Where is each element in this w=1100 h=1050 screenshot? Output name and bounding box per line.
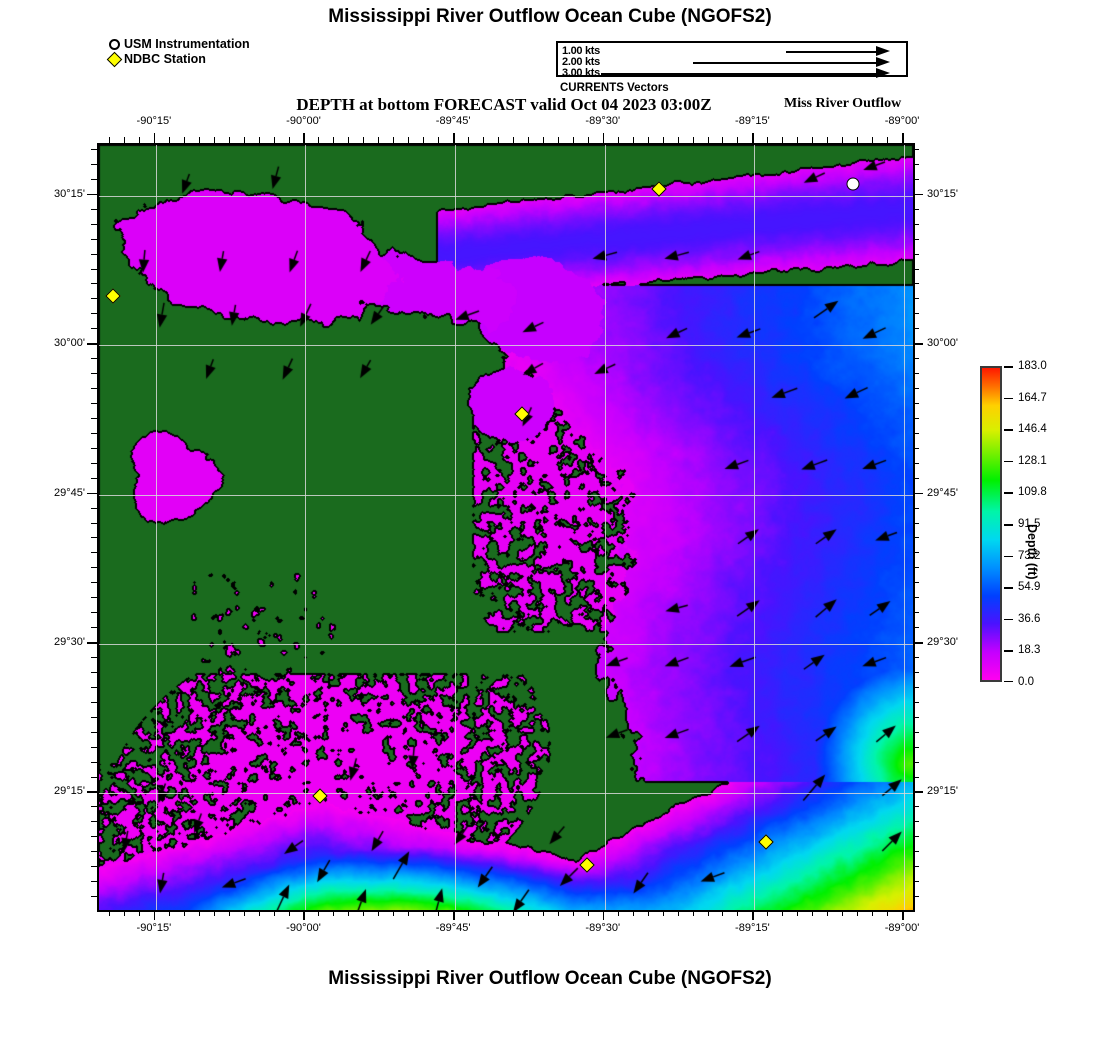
legend-label-ndbc: NDBC Station	[124, 52, 206, 66]
legend-label-usm: USM Instrumentation	[124, 37, 250, 51]
outflow-label: Miss River Outflow	[784, 96, 902, 111]
colorbar-tick-5	[1004, 524, 1013, 526]
colorbar-tick-label-7: 54.9	[1018, 581, 1041, 594]
colorbar-tick-label-0: 183.0	[1018, 360, 1047, 372]
station-legend: USM Instrumentation NDBC Station	[106, 37, 250, 68]
vector-key-line-2	[693, 62, 878, 64]
graticule-meridian-5	[904, 145, 905, 910]
lon-label-bottom-4: -89°15'	[735, 922, 770, 934]
bottom-caption: Mississippi River Outflow Ocean Cube (NG…	[328, 968, 772, 989]
colorbar-tick-8	[1004, 618, 1013, 621]
lon-label-top-4: -89°15'	[735, 115, 770, 127]
lon-label-top-0: -90°15'	[136, 115, 172, 127]
colorbar-tick-7	[1004, 587, 1013, 589]
colorbar-tick-label-10: 0.0	[1018, 676, 1034, 688]
colorbar-tick-label-3: 128.1	[1018, 454, 1047, 467]
colorbar-tick-1	[1004, 397, 1013, 400]
vector-key-row-1: 1.00 kts	[558, 45, 906, 58]
vector-key-row-3: 3.00 kts	[558, 67, 906, 80]
graticule-parallel-3	[99, 644, 913, 645]
colorbar-tick-9	[1004, 650, 1013, 652]
vector-key-label-1: 1.00 kts	[562, 45, 600, 57]
currents-vectors-caption: CURRENTS Vectors	[560, 82, 669, 94]
currents-vector-key: 1.00 kts 2.00 kts 3.00 kts	[556, 41, 908, 80]
depth-map-canvas	[99, 145, 913, 910]
colorbar-tick-label-5: 91.5	[1018, 518, 1041, 530]
lon-label-bottom-1: -90°00'	[286, 922, 321, 934]
lat-label-left-0: 30°15'	[54, 187, 85, 200]
colorbar-tick-label-1: 164.7	[1018, 391, 1047, 404]
vector-key-arrowhead-2	[876, 57, 890, 67]
circle-marker-icon	[108, 39, 121, 50]
lon-label-top-5: -89°00'	[884, 115, 920, 127]
lon-label-top-2: -89°45'	[435, 115, 471, 127]
lat-label-left-3: 29°30'	[54, 636, 85, 649]
colorbar-tick-label-9: 18.3	[1018, 644, 1041, 657]
lat-label-right-0: 30°15'	[927, 187, 958, 200]
lat-label-left-4: 29°15'	[54, 785, 85, 798]
page-title: Mississippi River Outflow Ocean Cube (NG…	[328, 6, 772, 27]
vector-key-line-3	[601, 73, 878, 75]
vector-key-label-2: 2.00 kts	[562, 56, 600, 68]
lat-label-right-3: 29°30'	[927, 636, 958, 649]
graticule-parallel-0	[99, 196, 913, 197]
lon-tick-top	[303, 133, 305, 143]
lat-tick-left	[87, 791, 97, 793]
vector-key-line-1	[786, 51, 878, 53]
colorbar-tick-label-6: 73.2	[1018, 549, 1041, 562]
graticule-parallel-4	[99, 793, 913, 794]
colorbar-tick-6	[1004, 555, 1013, 558]
graticule-meridian-0	[156, 145, 157, 910]
colorbar-tick-10	[1004, 680, 1013, 682]
vector-key-label-3: 3.00 kts	[562, 67, 600, 79]
depth-map[interactable]	[97, 143, 915, 912]
colorbar-title: Depth (ft)	[1025, 524, 1039, 580]
vector-key-arrowhead-1	[876, 46, 890, 56]
lat-label-left-2: 29°45'	[54, 486, 85, 499]
colorbar-tick-0	[1004, 366, 1013, 368]
graticule-meridian-1	[305, 145, 306, 910]
graticule-parallel-1	[99, 345, 913, 346]
colorbar-tick-4	[1004, 492, 1013, 494]
lat-tick-left	[87, 343, 97, 345]
lon-label-bottom-3: -89°30'	[585, 922, 621, 934]
lon-label-bottom-2: -89°45'	[435, 922, 471, 934]
vector-key-row-2: 2.00 kts	[558, 56, 906, 69]
colorbar-tick-3	[1004, 460, 1013, 463]
lat-label-right-2: 29°45'	[927, 486, 958, 499]
graticule-meridian-3	[605, 145, 606, 910]
legend-item-ndbc: NDBC Station	[106, 51, 250, 68]
lon-tick-top	[902, 133, 904, 143]
colorbar-tick-label-2: 146.4	[1018, 423, 1047, 436]
lat-label-left-1: 30°00'	[54, 337, 85, 350]
colorbar-tick-2	[1004, 429, 1013, 431]
lat-tick-left	[87, 492, 97, 495]
graticule-meridian-4	[754, 145, 755, 910]
lon-label-top-1: -90°00'	[286, 115, 321, 127]
lon-label-bottom-0: -90°15'	[136, 922, 172, 934]
depth-forecast-title: DEPTH at bottom FORECAST valid Oct 04 20…	[296, 95, 712, 114]
lon-tick-top	[453, 133, 455, 143]
legend-item-usm: USM Instrumentation	[108, 37, 250, 52]
lon-label-bottom-5: -89°00'	[884, 922, 920, 934]
lat-tick-left	[87, 642, 97, 644]
lon-tick-top	[153, 133, 156, 143]
lat-label-right-1: 30°00'	[927, 337, 958, 350]
lat-label-right-4: 29°15'	[927, 785, 958, 798]
lon-label-top-3: -89°30'	[585, 115, 621, 127]
graticule-meridian-2	[455, 145, 456, 910]
diamond-marker-icon	[106, 51, 123, 68]
usm-instrumentation-marker-6[interactable]	[846, 177, 860, 191]
colorbar-gradient	[980, 366, 1002, 682]
graticule-parallel-2	[99, 495, 913, 496]
colorbar-tick-label-4: 109.8	[1018, 486, 1047, 499]
lon-tick-top	[602, 133, 605, 143]
lon-tick-top	[752, 133, 754, 143]
vector-key-arrowhead-3	[876, 68, 890, 78]
colorbar-tick-label-8: 36.6	[1018, 612, 1041, 625]
lat-tick-left	[87, 193, 97, 196]
